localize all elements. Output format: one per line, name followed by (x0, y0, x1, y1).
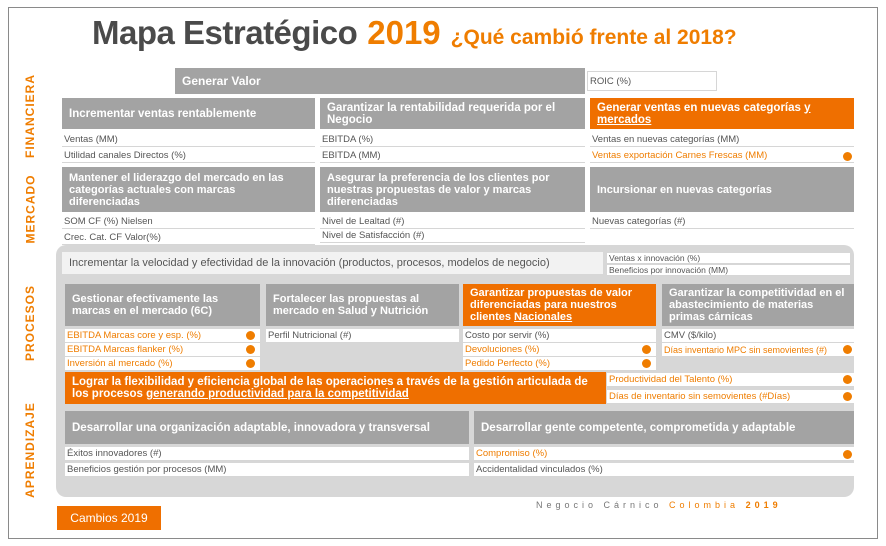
section-label-procesos: PROCESOS (23, 284, 38, 362)
kpi-ventas-nuevas-categorias: Ventas en nuevas categorías (MM) (590, 133, 854, 147)
kpi-beneficios-innovacion: Beneficios por innovación (MM) (607, 265, 850, 276)
kpi-ebitda-marcas-core: EBITDA Marcas core y esp. (%) (65, 329, 260, 343)
objective-incrementar-ventas: Incrementar ventas rentablemente (62, 98, 315, 129)
title-main: Mapa Estratégico (92, 14, 358, 51)
title-subtitle: ¿Qué cambió frente al 2018? (450, 26, 737, 49)
kpi-cmv: CMV ($/kilo) (662, 329, 854, 343)
kpi-som-cf: SOM CF (%) Nielsen (62, 215, 315, 229)
objective-organizacion-adaptable: Desarrollar una organización adaptable, … (65, 411, 469, 444)
kpi-crec-cat: Crec. Cat. CF Valor(%) (62, 231, 315, 245)
kpi-ventas: Ventas (MM) (62, 133, 315, 147)
objective-competitividad-abastecimiento: Garantizar la competitividad en el abast… (662, 284, 854, 326)
kpi-nivel-satisfaccion: Nivel de Satisfacción (#) (320, 229, 585, 243)
kpi-devoluciones: Devoluciones (%) (463, 343, 656, 357)
kpi-pedido-perfecto: Pedido Perfecto (%) (463, 357, 656, 371)
kpi-dias-inventario: Días de inventario sin semovientes (#Día… (607, 390, 854, 404)
brand-footer: Negocio Cárnico Colombia 2019 (536, 500, 782, 510)
kpi-inversion-mercado: Inversión al mercado (%) (65, 357, 260, 371)
change-marker-dot (246, 359, 255, 368)
objective-incursionar-categorias: Incursionar en nuevas categorías (590, 167, 854, 212)
section-label-aprendizaje: APRENDIZAJE (23, 402, 37, 498)
objective-salud-nutricion: Fortalecer las propuestas al mercado en … (266, 284, 459, 326)
change-marker-dot (642, 359, 651, 368)
objective-innovacion: Incrementar la velocidad y efectividad d… (62, 252, 603, 274)
change-marker-dot (246, 345, 255, 354)
kpi-ebitda-marcas-flanker: EBITDA Marcas flanker (%) (65, 343, 260, 357)
kpi-ventas-exportacion: Ventas exportación Carnes Frescas (MM) (590, 149, 854, 163)
kpi-ebitda-pct: EBITDA (%) (320, 133, 585, 147)
objective-generar-valor: Generar Valor (175, 68, 585, 94)
kpi-productividad-talento: Productividad del Talento (%) (607, 373, 854, 387)
change-marker-dot (843, 375, 852, 384)
change-marker-dot (843, 450, 852, 459)
kpi-perfil-nutricional: Perfil Nutricional (#) (266, 329, 459, 343)
kpi-nivel-lealtad: Nivel de Lealtad (#) (320, 215, 585, 229)
kpi-exitos-innovadores: Éxitos innovadores (#) (65, 447, 469, 461)
objective-nuevas-categorias-mercados: Generar ventas en nuevas categorías y me… (590, 98, 854, 129)
kpi-dias-inventario-mpc: Días inventario MPC sin semovientes (#) (662, 343, 854, 357)
change-marker-dot (642, 345, 651, 354)
kpi-nuevas-categorias: Nuevas categorías (#) (590, 215, 854, 229)
cambios-2019-legend: Cambios 2019 (57, 506, 161, 530)
kpi-ebitda-mm: EBITDA (MM) (320, 149, 585, 163)
kpi-roic: ROIC (%) (587, 71, 717, 91)
objective-gestionar-marcas: Gestionar efectivamente las marcas en el… (65, 284, 260, 326)
kpi-utilidad-canales: Utilidad canales Directos (%) (62, 149, 315, 163)
objective-liderazgo-mercado: Mantener el liderazgo del mercado en las… (62, 167, 315, 212)
objective-preferencia-clientes: Asegurar la preferencia de los clientes … (320, 167, 585, 212)
kpi-accidentalidad: Accidentalidad vinculados (%) (474, 463, 854, 477)
kpi-costo-servir: Costo por servir (%) (463, 329, 656, 343)
section-label-financiera: FINANCIERA (23, 74, 37, 158)
section-label-mercado: MERCADO (23, 174, 37, 244)
objective-flexibilidad-eficiencia: Lograr la flexibilidad y eficiencia glob… (65, 372, 606, 404)
kpi-compromiso: Compromiso (%) (474, 447, 854, 461)
page-title: Mapa Estratégico 2019 ¿Qué cambió frente… (92, 14, 737, 52)
change-marker-dot (843, 345, 852, 354)
change-marker-dot (843, 152, 852, 161)
objective-garantizar-rentabilidad: Garantizar la rentabilidad requerida por… (320, 98, 585, 129)
title-year: 2019 (367, 14, 441, 51)
objective-gente-competente: Desarrollar gente competente, comprometi… (474, 411, 854, 444)
kpi-ventas-innovacion: Ventas x innovación (%) (607, 253, 850, 264)
change-marker-dot (843, 392, 852, 401)
change-marker-dot (246, 331, 255, 340)
kpi-beneficios-procesos: Beneficios gestión por procesos (MM) (65, 463, 469, 477)
objective-propuestas-nacionales: Garantizar propuestas de valor diferenci… (463, 284, 656, 326)
